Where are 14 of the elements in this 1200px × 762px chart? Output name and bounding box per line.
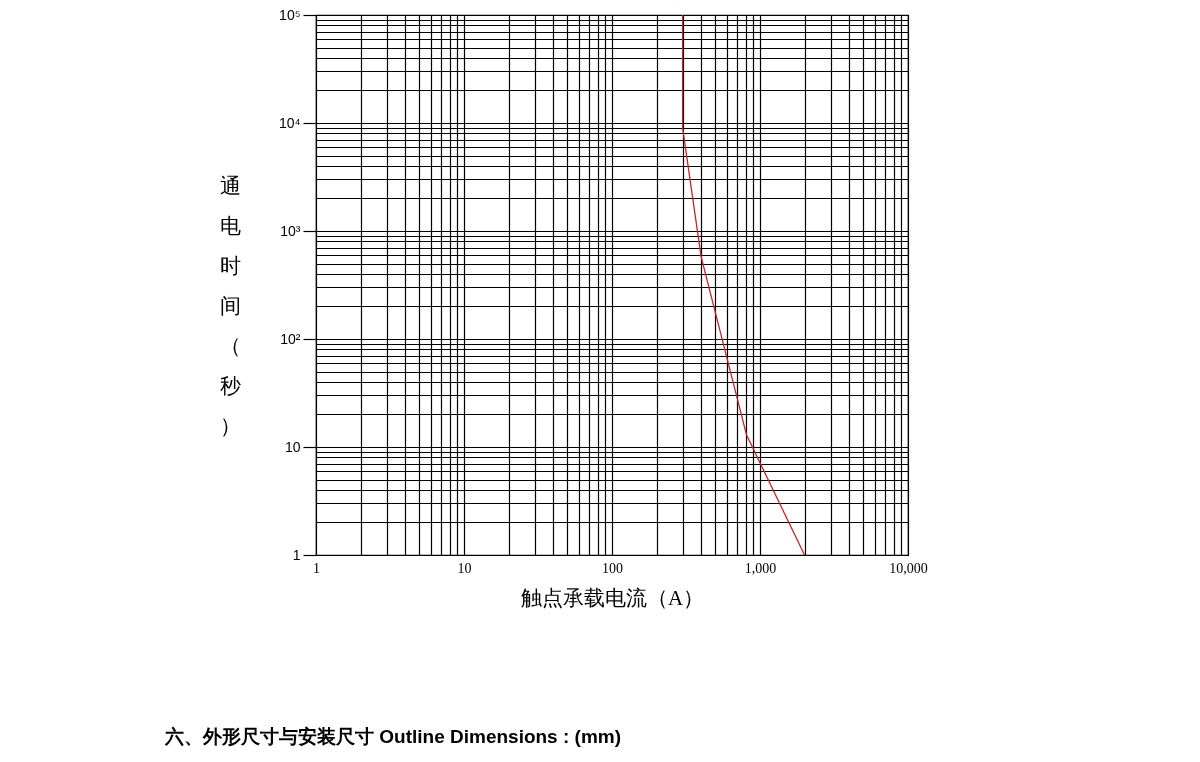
y-tick-label: 10⁴ <box>278 114 301 131</box>
y-tick-label: 10⁵ <box>279 6 301 23</box>
y-tick-label: 1 <box>292 546 301 563</box>
x-tick-label: 1,000 <box>744 560 777 576</box>
x-tick-label: 10 <box>457 560 472 576</box>
x-tick-label: 1 <box>313 560 320 576</box>
y-tick-label: 10² <box>280 330 301 347</box>
y-axis-title: 通电时间（秒） <box>220 173 241 438</box>
x-axis-title: 触点承载电流（A） <box>520 585 705 610</box>
y-tick-label: 10³ <box>280 222 301 239</box>
x-tick-label: 100 <box>602 560 623 576</box>
x-tick-label: 10,000 <box>889 560 928 576</box>
y-tick-label: 10 <box>284 438 301 455</box>
text: 六、外形尺寸与安装尺寸 Outline Dimensions : (mm) <box>165 725 622 749</box>
